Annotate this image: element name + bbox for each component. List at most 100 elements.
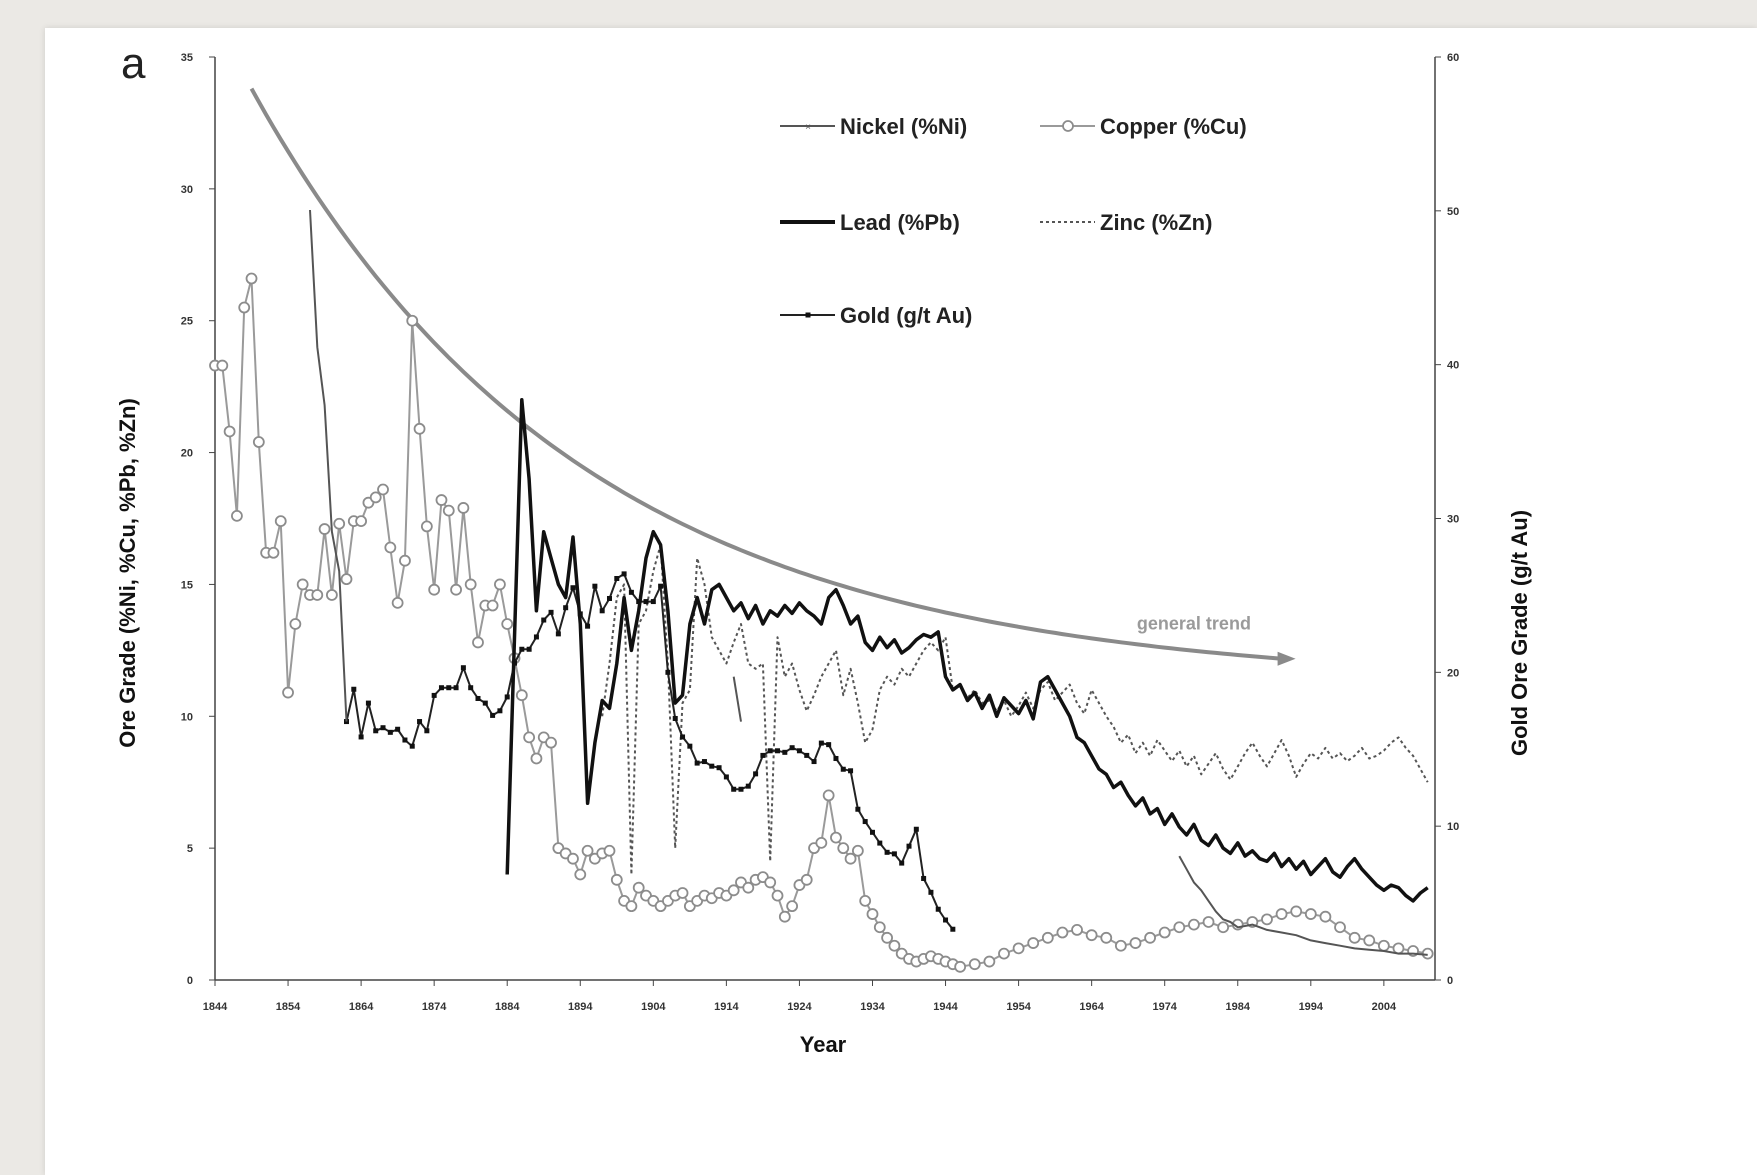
series-lead <box>505 398 1429 903</box>
gold-point <box>833 755 839 761</box>
copper-point <box>1041 931 1054 944</box>
y-right-tick-label: 10 <box>1447 821 1459 833</box>
copper-point <box>1085 929 1098 942</box>
copper-point <box>420 520 433 533</box>
copper-point <box>610 873 623 886</box>
copper-point <box>676 887 689 899</box>
gold-point <box>818 740 824 746</box>
copper-point <box>851 844 864 857</box>
copper-point <box>267 546 280 559</box>
legend-item-copper: Copper (%Cu) <box>1040 114 1247 139</box>
gold-point <box>373 728 379 734</box>
gold-point <box>606 595 612 601</box>
copper-point <box>954 960 967 973</box>
legend-marker: × <box>805 122 811 133</box>
y-right-tick-label: 50 <box>1447 206 1459 218</box>
legend-item-gold: Gold (g/t Au) <box>780 303 972 328</box>
y-right-tick-label: 40 <box>1447 360 1459 372</box>
copper-point <box>369 491 382 504</box>
gold-point <box>380 725 386 731</box>
gold-point <box>460 665 466 671</box>
gold-point <box>840 766 846 772</box>
copper-point <box>1129 937 1142 949</box>
gold-point <box>767 748 773 754</box>
y-right-tick-label: 30 <box>1447 514 1459 526</box>
copper-point <box>574 868 587 881</box>
copper-point <box>457 502 470 514</box>
x-tick-label: 1934 <box>860 1001 885 1013</box>
gold-point <box>658 583 664 589</box>
gold-point <box>453 685 459 691</box>
chart-card: a 1844 1854 1864 1874 1884 1894 1904 1914 1924 19… <box>45 28 1757 1175</box>
gold-point <box>585 623 591 629</box>
copper-point <box>822 789 835 802</box>
x-tick-label: 1864 <box>349 1001 374 1013</box>
copper-point <box>859 894 872 907</box>
copper-point <box>494 578 506 591</box>
trend-curve <box>249 87 1282 661</box>
copper-point <box>1100 931 1113 944</box>
gold-point <box>672 715 678 721</box>
gold-point <box>643 599 649 605</box>
x-tick-label: 1914 <box>714 1001 739 1013</box>
copper-point <box>1377 939 1390 952</box>
copper-point <box>216 359 229 372</box>
gold-point <box>533 634 539 640</box>
gold-point <box>358 734 364 740</box>
y-axis-title-left: Ore Grade (%Ni, %Cu, %Pb, %Zn) <box>115 398 140 748</box>
copper-point <box>771 889 784 902</box>
gold-point <box>906 843 912 849</box>
gold-point <box>811 759 817 765</box>
gold-point <box>592 583 598 589</box>
gold-point <box>731 786 737 792</box>
x-axis-title: Year <box>800 1032 847 1057</box>
copper-point <box>545 736 557 749</box>
copper-point <box>1056 926 1069 939</box>
copper-point <box>238 301 251 314</box>
nickel-line <box>732 676 742 722</box>
x-tick-label: 1924 <box>787 1001 812 1013</box>
y-left-tick-label: 30 <box>181 184 193 196</box>
nickel-line <box>1178 855 1428 956</box>
legend-label: Gold (g/t Au) <box>840 303 972 328</box>
legend-item-lead: Lead (%Pb) <box>780 210 960 235</box>
gold-point <box>438 685 444 691</box>
gold-point <box>943 917 949 923</box>
gold-point <box>402 737 408 743</box>
copper-point <box>1173 921 1186 934</box>
copper-point <box>778 910 791 923</box>
y-left-tick-label: 20 <box>181 448 193 460</box>
copper-point <box>800 873 813 886</box>
copper-point <box>581 844 594 857</box>
copper-point <box>1334 921 1346 934</box>
gold-point <box>504 694 510 700</box>
copper-point <box>1027 937 1040 949</box>
copper-point <box>830 831 842 844</box>
gold-point <box>738 786 744 792</box>
x-tick-label: 2004 <box>1372 1001 1397 1013</box>
copper-point <box>428 583 441 596</box>
x-tick-label: 1884 <box>495 1001 520 1013</box>
x-tick-label: 1984 <box>1226 1001 1251 1013</box>
gold-point <box>395 726 401 732</box>
gold-point <box>869 829 875 835</box>
gold-point <box>753 771 759 777</box>
gold-point <box>614 575 620 581</box>
y-axis-title-right: Gold Ore Grade (g/t Au) <box>1507 510 1532 756</box>
copper-point <box>311 589 324 601</box>
legend-item-nickel: × Nickel (%Ni) <box>780 114 967 139</box>
copper-point <box>1319 910 1332 923</box>
legend-marker <box>1062 120 1074 132</box>
copper-point <box>472 636 484 649</box>
gold-point <box>351 686 357 692</box>
x-tick-label: 1854 <box>276 1001 301 1013</box>
gold-point <box>745 783 751 789</box>
x-tick-label: 1904 <box>641 1001 666 1013</box>
nickel-line <box>309 209 348 722</box>
copper-point <box>523 731 536 744</box>
gold-point <box>570 585 576 591</box>
copper-point <box>282 686 294 699</box>
copper-point <box>515 689 528 702</box>
gold-point <box>709 763 715 769</box>
series-gold <box>343 571 956 932</box>
